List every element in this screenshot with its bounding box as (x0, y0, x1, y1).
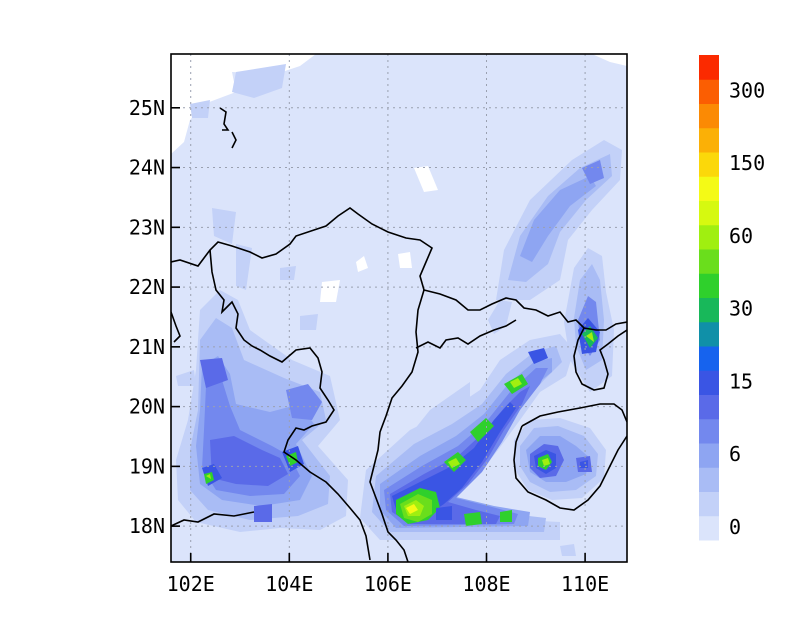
lat-tick-label: 22N (129, 275, 165, 299)
no-data-area-ne (592, 54, 627, 66)
colorbar-swatch (699, 321, 719, 347)
colorbar-label: 60 (729, 224, 753, 248)
colorbar-swatch (699, 79, 719, 104)
colorbar-label: 150 (729, 151, 765, 175)
coastlines-borders (171, 107, 627, 562)
colorbar-swatch (699, 515, 719, 541)
colorbar-swatch (699, 346, 719, 371)
colorbar-swatch (699, 394, 719, 420)
leizhou-coast (573, 327, 627, 391)
colorbar-label: 6 (729, 442, 741, 466)
lon-tick-label: 104E (265, 572, 313, 596)
lon-tick-label: 108E (462, 572, 510, 596)
colorbar-swatch (699, 467, 719, 492)
no-data-spot-4 (398, 252, 412, 268)
lon-tick-label: 102E (167, 572, 215, 596)
lat-tick-label: 18N (129, 514, 165, 538)
colorbar-swatch (699, 297, 719, 323)
no-data-spot-1 (414, 166, 438, 192)
colorbar-swatch (699, 127, 719, 153)
colorbar-label: 30 (729, 297, 753, 321)
colorbar: 0 6 15 30 60 150 300 (699, 55, 765, 541)
hainan-coast (513, 425, 627, 511)
hainan-north (521, 403, 627, 427)
colorbar-swatch (699, 200, 719, 226)
lat-tick-label: 23N (129, 215, 165, 239)
colorbar-swatch (699, 103, 719, 129)
colorbar-swatch (699, 370, 719, 395)
vietnam-coast (369, 289, 425, 562)
colorbar-label: 0 (729, 515, 741, 539)
lat-tick-label: 24N (129, 156, 165, 180)
lat-tick-label: 19N (129, 454, 165, 478)
lat-tick-label: 25N (129, 96, 165, 120)
lat-tick-label: 21N (129, 335, 165, 359)
colorbar-label: 300 (729, 78, 765, 102)
lon-tick-label: 106E (364, 572, 412, 596)
colorbar-swatch (699, 249, 719, 274)
colorbar-swatch (699, 152, 719, 177)
china-border (171, 207, 627, 331)
colorbar-swatch (699, 491, 719, 517)
lat-tick-label: 20N (129, 395, 165, 419)
laos-border (209, 249, 371, 561)
no-data-spot-2 (320, 280, 340, 302)
colorbar-swatch (699, 418, 719, 444)
plot-frame (170, 53, 628, 563)
colorbar-swatch (699, 55, 719, 80)
axis-ticks: 102E 104E 106E 108E 110E 25N 24N 23N 22N 21N 20N 19… (129, 96, 609, 596)
grid-lines (171, 54, 627, 562)
colorbar-swatch (699, 176, 719, 201)
colorbar-swatch (699, 224, 719, 250)
colorbar-swatch (699, 273, 719, 298)
contour-layer (171, 54, 627, 562)
no-data-area-nw (171, 54, 316, 154)
colorbar-swatch (699, 443, 719, 468)
lon-tick-label: 110E (561, 572, 609, 596)
contour-light-nw (232, 64, 286, 98)
colorbar-label: 15 (729, 369, 753, 393)
no-data-spot-3 (356, 256, 368, 272)
